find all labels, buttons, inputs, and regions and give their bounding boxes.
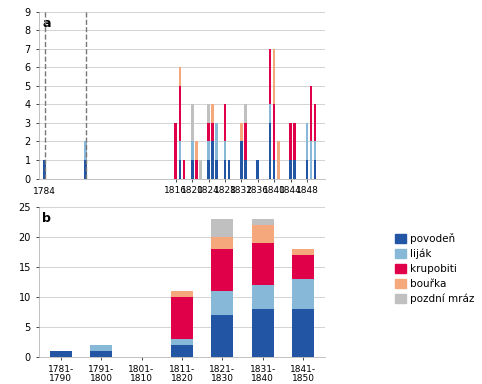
Bar xyxy=(293,123,296,160)
Bar xyxy=(289,123,292,160)
Bar xyxy=(244,104,247,123)
Bar xyxy=(268,49,271,104)
Bar xyxy=(84,141,87,160)
Bar xyxy=(306,160,308,179)
Bar xyxy=(228,160,230,179)
Bar xyxy=(224,160,227,179)
Bar xyxy=(50,351,72,357)
Bar xyxy=(273,104,276,160)
Bar xyxy=(84,160,87,179)
Bar xyxy=(211,123,214,141)
Legend: povodeň, liják, krupobiti, bouřka, pozdní mráz: povodeň, liják, krupobiti, bouřka, pozdn… xyxy=(395,233,474,305)
Bar xyxy=(178,86,181,141)
Bar xyxy=(252,309,274,357)
Bar xyxy=(314,160,317,179)
Bar xyxy=(178,141,181,160)
Bar xyxy=(277,141,280,179)
Bar xyxy=(178,160,181,179)
Bar xyxy=(207,123,210,141)
Bar xyxy=(171,291,193,297)
Bar xyxy=(252,225,274,243)
Bar xyxy=(309,86,312,141)
Bar xyxy=(191,160,194,179)
Bar xyxy=(211,219,233,237)
Bar xyxy=(171,297,193,339)
Bar xyxy=(211,291,233,315)
Bar xyxy=(314,104,317,141)
Bar xyxy=(211,104,214,123)
Text: b: b xyxy=(42,212,51,225)
Bar xyxy=(171,339,193,345)
Bar xyxy=(90,351,112,357)
Bar xyxy=(183,160,186,179)
Bar xyxy=(306,123,308,160)
Bar xyxy=(252,285,274,309)
Bar xyxy=(292,255,314,279)
Bar xyxy=(195,141,198,160)
Text: 1784: 1784 xyxy=(33,187,56,196)
Bar xyxy=(224,141,227,160)
Bar xyxy=(293,160,296,179)
Bar xyxy=(273,160,276,179)
Bar xyxy=(43,160,46,179)
Bar xyxy=(268,104,271,123)
Bar xyxy=(178,67,181,86)
Bar xyxy=(309,141,312,179)
Bar xyxy=(252,243,274,285)
Bar xyxy=(171,345,193,357)
Bar xyxy=(292,279,314,309)
Bar xyxy=(240,123,243,141)
Bar xyxy=(289,160,292,179)
Bar xyxy=(191,104,194,141)
Bar xyxy=(252,219,274,225)
Bar xyxy=(244,160,247,179)
Bar xyxy=(292,309,314,357)
Bar xyxy=(174,123,177,179)
Bar xyxy=(207,104,210,123)
Bar xyxy=(256,160,259,179)
Bar xyxy=(195,160,198,179)
Text: 1794: 1794 xyxy=(74,209,97,218)
Bar xyxy=(224,104,227,141)
Bar xyxy=(215,160,218,179)
Bar xyxy=(207,141,210,160)
Bar xyxy=(244,123,247,160)
Bar xyxy=(199,160,202,179)
Bar xyxy=(211,249,233,291)
Bar xyxy=(211,315,233,357)
Bar xyxy=(215,123,218,160)
Bar xyxy=(240,141,243,179)
Bar xyxy=(273,49,276,104)
Bar xyxy=(268,123,271,179)
Bar xyxy=(90,345,112,351)
Bar xyxy=(292,249,314,255)
Bar xyxy=(314,141,317,160)
Bar xyxy=(211,237,233,249)
Bar xyxy=(207,160,210,179)
Bar xyxy=(191,141,194,160)
Bar xyxy=(211,141,214,179)
Text: a: a xyxy=(42,17,51,30)
